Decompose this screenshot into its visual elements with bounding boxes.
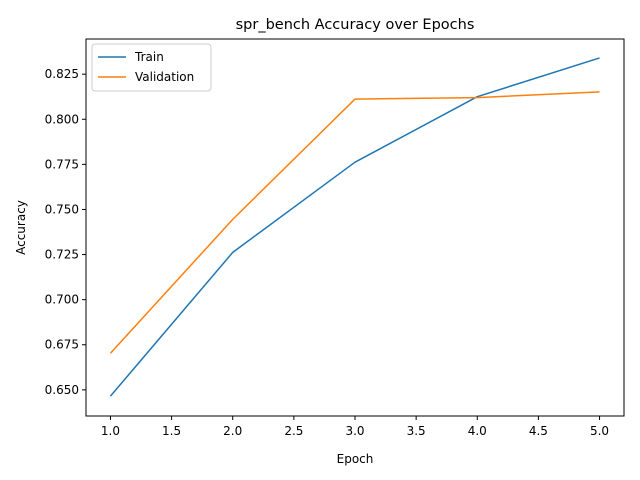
legend: Train Validation bbox=[91, 43, 212, 92]
y-tick-label: 0.750 bbox=[45, 202, 79, 216]
x-tick-label: 4.5 bbox=[529, 424, 548, 438]
y-tick-label: 0.675 bbox=[45, 338, 79, 352]
x-tick-label: 2.0 bbox=[223, 424, 242, 438]
series-line-validation bbox=[109, 91, 600, 354]
x-tick-label: 1.5 bbox=[162, 424, 181, 438]
x-axis: 1.0 1.5 2.0 2.5 3.0 3.5 4.0 4.5 5.0 bbox=[101, 416, 609, 438]
legend-label-train: Train bbox=[134, 50, 164, 64]
x-tick-label: 3.5 bbox=[407, 424, 426, 438]
y-axis: 0.650 0.675 0.700 0.725 0.750 0.775 0.800 0.825 bbox=[45, 67, 86, 397]
y-tick-label: 0.775 bbox=[45, 157, 79, 171]
x-axis-label: Epoch bbox=[337, 452, 374, 466]
x-tick-label: 2.5 bbox=[284, 424, 303, 438]
y-tick-label: 0.650 bbox=[45, 383, 79, 397]
legend-box bbox=[91, 43, 212, 92]
x-tick-label: 5.0 bbox=[590, 424, 609, 438]
x-tick-label: 3.0 bbox=[345, 424, 364, 438]
y-tick-label: 0.725 bbox=[45, 248, 79, 262]
x-tick-label: 4.0 bbox=[468, 424, 487, 438]
y-tick-label: 0.800 bbox=[45, 112, 79, 126]
series-line-train bbox=[109, 57, 600, 397]
chart-title: spr_bench Accuracy over Epochs bbox=[236, 17, 475, 33]
y-tick-label: 0.825 bbox=[45, 67, 79, 81]
y-tick-label: 0.700 bbox=[45, 293, 79, 307]
x-tick-label: 1.0 bbox=[101, 424, 120, 438]
legend-label-validation: Validation bbox=[135, 70, 194, 84]
plot-area bbox=[109, 57, 600, 397]
y-axis-label: Accuracy bbox=[14, 200, 28, 255]
